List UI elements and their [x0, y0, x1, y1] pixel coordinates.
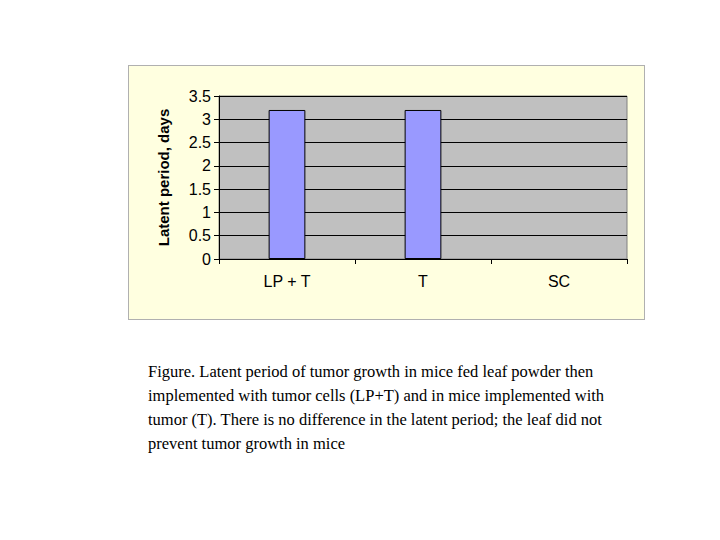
svg-text:LP + T: LP + T: [264, 273, 311, 290]
svg-text:Latent period, days: Latent period, days: [155, 109, 172, 247]
svg-text:1: 1: [202, 204, 211, 221]
svg-text:3: 3: [202, 111, 211, 128]
svg-text:2: 2: [202, 157, 211, 174]
svg-text:SC: SC: [548, 273, 570, 290]
svg-text:2.5: 2.5: [189, 134, 211, 151]
svg-text:0: 0: [202, 251, 211, 268]
svg-text:3.5: 3.5: [189, 88, 211, 105]
svg-text:1.5: 1.5: [189, 181, 211, 198]
svg-text:0.5: 0.5: [189, 227, 211, 244]
html-text:Figure. Latent period of tumor: Figure. Latent period of tumor growth in…: [148, 362, 605, 453]
svg-text:T: T: [418, 273, 428, 290]
